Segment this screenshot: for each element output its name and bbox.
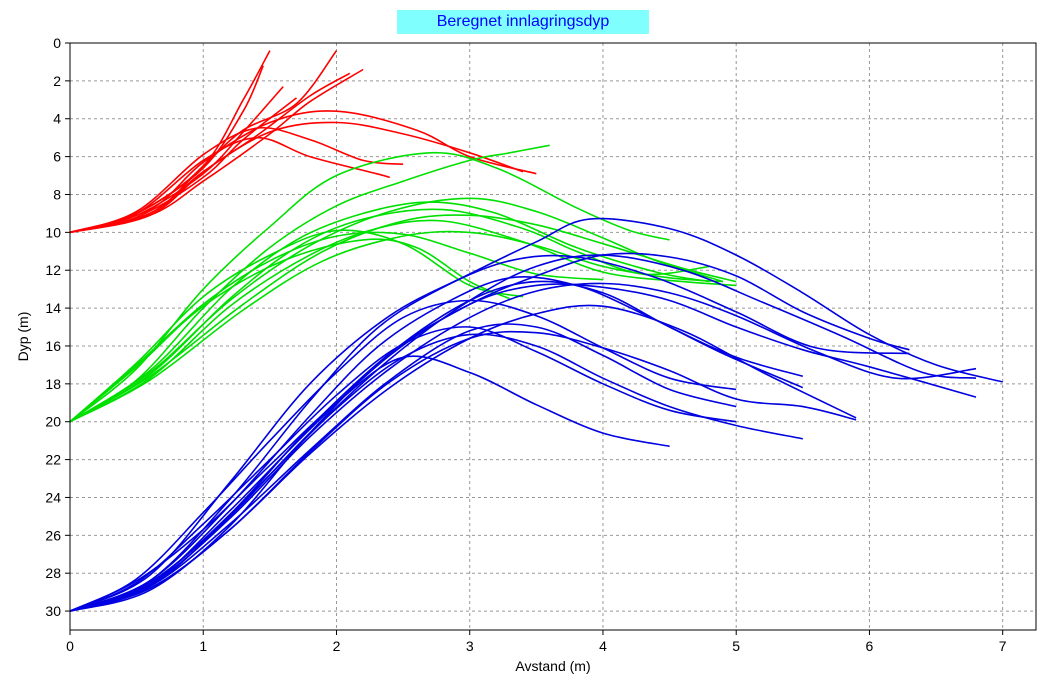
series-group-0 <box>70 50 537 234</box>
trajectory-line <box>70 72 351 234</box>
trajectory-line <box>70 323 737 612</box>
y-tick-label: 24 <box>45 489 61 505</box>
y-tick-label: 8 <box>53 186 61 202</box>
y-tick-label: 14 <box>45 300 61 316</box>
trajectory-line <box>70 229 524 423</box>
trajectory-line <box>70 355 670 612</box>
trajectory-line <box>70 68 364 234</box>
series-group-2 <box>70 217 1003 612</box>
x-tick-label: 0 <box>66 638 74 654</box>
y-tick-label: 12 <box>45 262 61 278</box>
trajectory-line <box>70 254 977 612</box>
y-tick-label: 22 <box>45 452 61 468</box>
trajectory-line <box>70 197 724 423</box>
trajectory-line <box>70 219 737 423</box>
x-axis-label: Avstand (m) <box>515 658 590 674</box>
trajectory-line <box>70 230 723 423</box>
y-tick-label: 6 <box>53 149 61 165</box>
plot-frame <box>69 42 1037 631</box>
y-tick-label: 28 <box>45 565 61 581</box>
y-tick-label: 10 <box>45 224 61 240</box>
trajectory-line <box>70 231 604 423</box>
trajectory-line <box>70 275 804 612</box>
trajectory-line <box>70 330 857 612</box>
trajectory-line <box>70 238 511 423</box>
x-tick-label: 6 <box>866 638 874 654</box>
trajectory-line <box>70 86 284 234</box>
trajectory-line <box>70 252 910 612</box>
y-axis-label: Dyp (m) <box>15 312 31 362</box>
y-tick-label: 26 <box>45 527 61 543</box>
trajectory-line <box>70 136 391 234</box>
trajectory-line <box>70 283 977 612</box>
series-group-1 <box>70 144 737 423</box>
chart-title: Beregnet innlagringsdyp <box>397 10 649 34</box>
x-tick-label: 1 <box>199 638 207 654</box>
trajectory-line <box>70 97 297 234</box>
y-tick-label: 16 <box>45 338 61 354</box>
trajectory-line <box>70 126 404 234</box>
trajectory-line <box>70 121 524 234</box>
grid-lines <box>70 43 1036 630</box>
trajectory-line <box>70 144 550 423</box>
trajectory-line <box>70 282 977 612</box>
x-tick-label: 3 <box>466 638 474 654</box>
series-group <box>70 50 1003 612</box>
x-axis-ticks: 0 1 2 3 4 5 6 7 <box>66 630 1007 654</box>
trajectory-line <box>70 299 737 612</box>
x-tick-label: 7 <box>999 638 1007 654</box>
x-tick-label: 2 <box>333 638 341 654</box>
trajectory-line <box>70 201 710 423</box>
x-tick-label: 5 <box>732 638 740 654</box>
trajectory-line <box>70 217 1003 612</box>
y-tick-label: 0 <box>53 35 61 51</box>
y-tick-label: 30 <box>45 603 61 619</box>
y-tick-label: 2 <box>53 73 61 89</box>
y-tick-label: 18 <box>45 376 61 392</box>
y-tick-label: 4 <box>53 111 61 127</box>
x-tick-label: 4 <box>599 638 607 654</box>
y-tick-label: 20 <box>45 414 61 430</box>
trajectory-line <box>70 151 670 423</box>
trajectory-line <box>70 110 537 234</box>
